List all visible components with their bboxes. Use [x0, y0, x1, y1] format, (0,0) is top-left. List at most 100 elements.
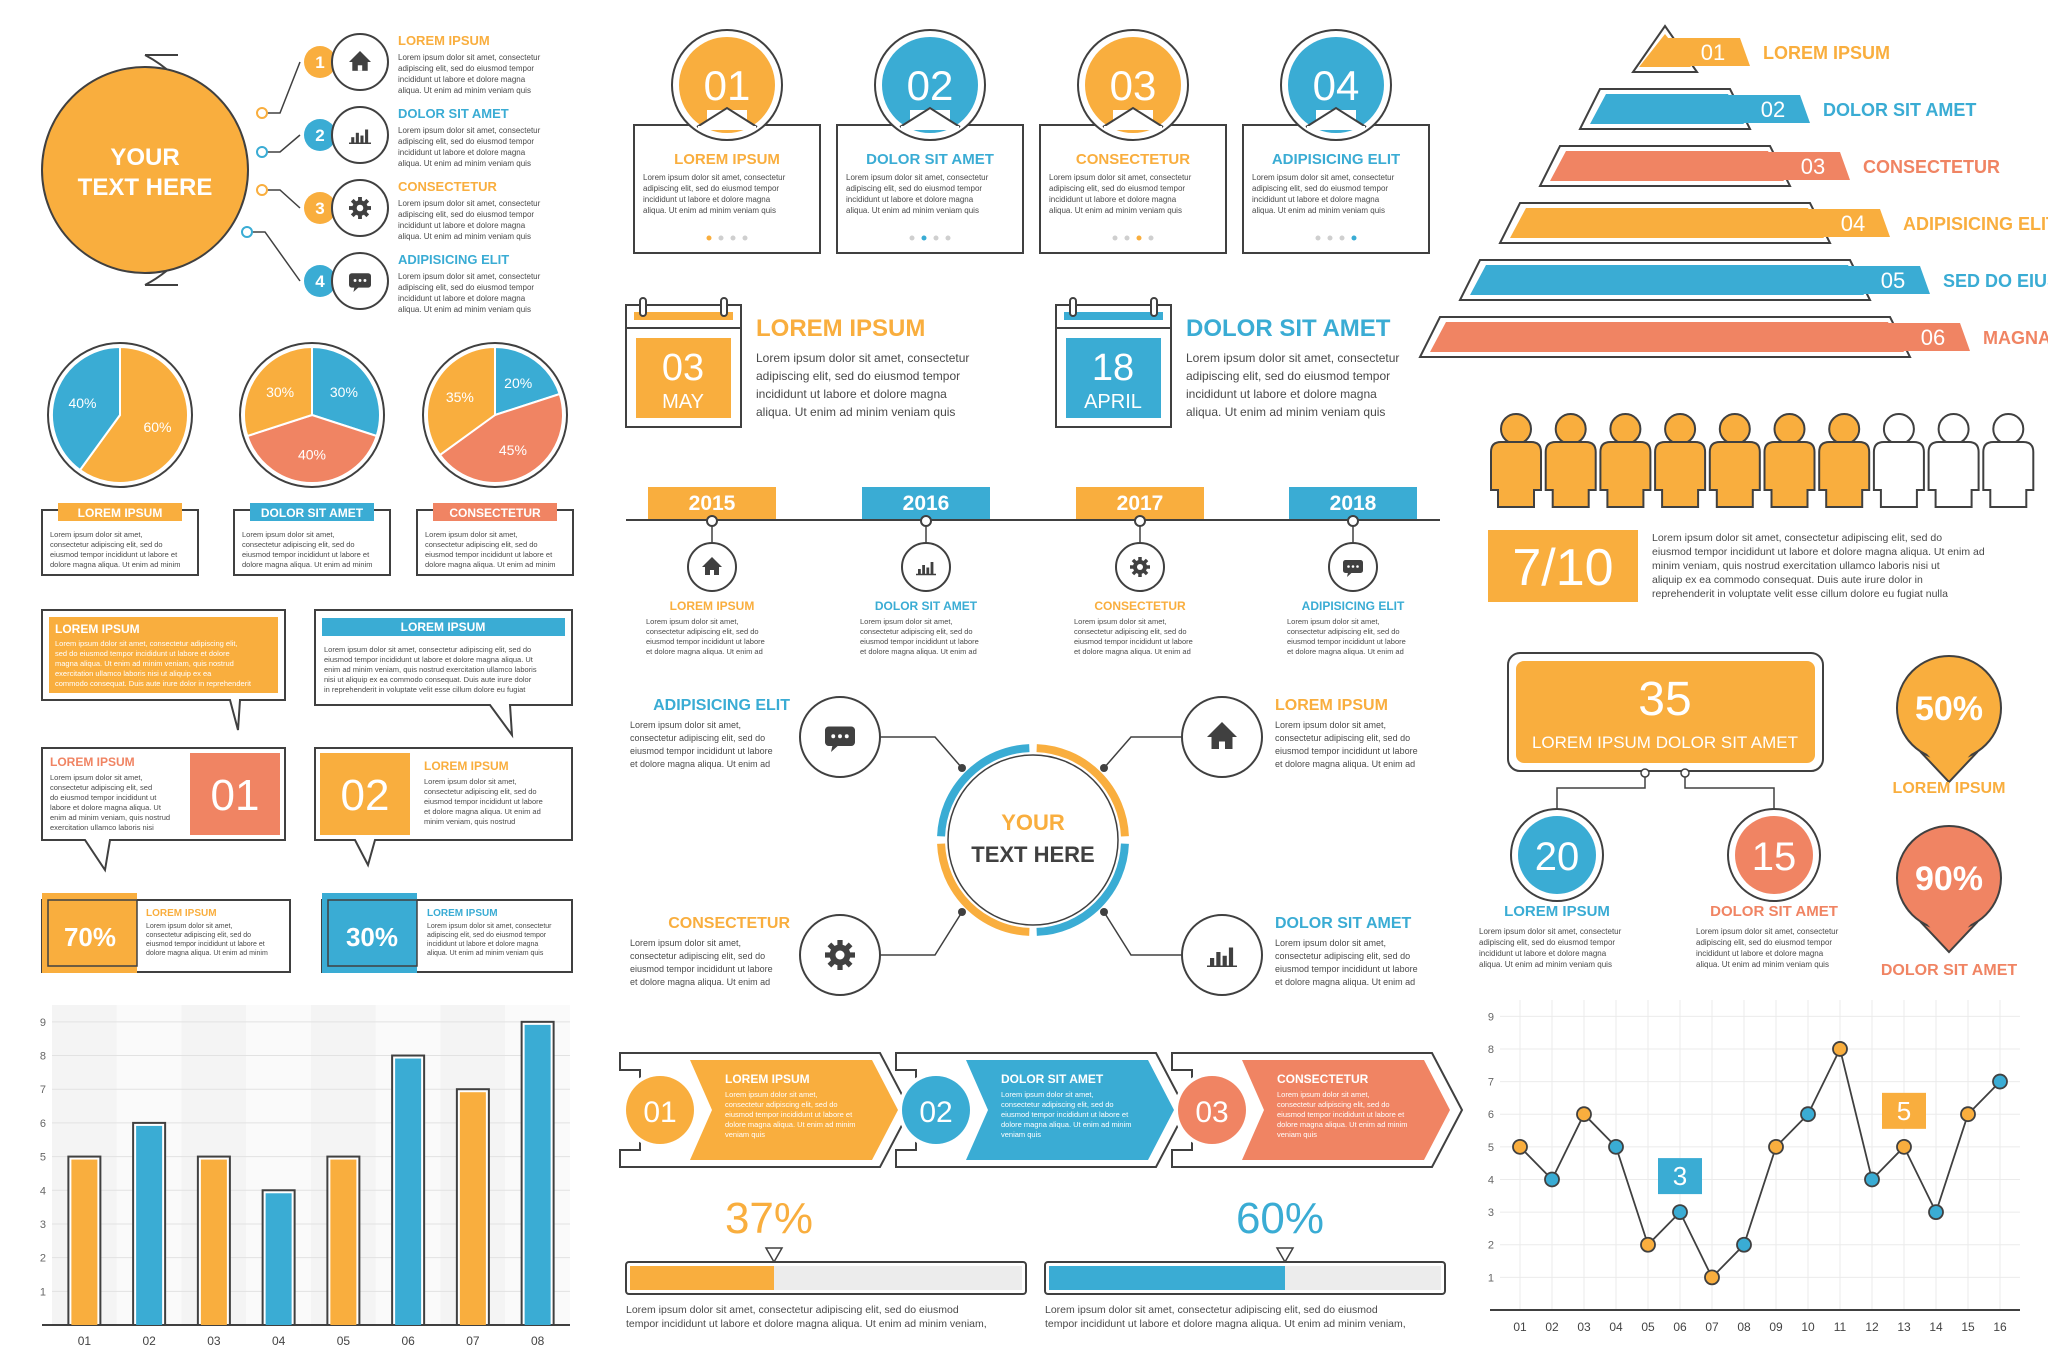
- chart-icon-bar: [918, 569, 921, 574]
- text-line: adipiscing elit, sed do eiusmod tempor: [846, 184, 982, 193]
- y-tick-label: 1: [40, 1286, 46, 1298]
- chart-icon-bar: [365, 129, 369, 143]
- item-title: LOREM IPSUM: [398, 33, 490, 48]
- x-tick-label: 13: [1897, 1320, 1911, 1334]
- line-chart: 01 02 03 04 05 06 07 08 09 10 11 12 13 14 15 1612345678…: [1488, 1000, 2020, 1334]
- card-box: [633, 124, 821, 254]
- pyramid-title: SED DO EIUSMOD: [1943, 271, 2048, 291]
- number-block-text: 01: [211, 771, 260, 820]
- center-circle: [41, 66, 249, 274]
- org-node-text: Lorem ipsum dolor sit amet, consectetur a…: [1479, 927, 1622, 969]
- text-line: consectetur adipiscing elit, sed do: [242, 540, 355, 549]
- person-head: [1992, 413, 2025, 445]
- chat-dot: [358, 279, 362, 282]
- text-line: dolore magna aliqua. Ut enim ad minim: [50, 560, 180, 569]
- number-card-1: 01 LOREM IPSUM Lorem ipsum dolor sit amet,…: [633, 29, 821, 254]
- card-title: DOLOR SIT AMET: [866, 151, 994, 168]
- y-tick-label: 4: [1488, 1174, 1494, 1186]
- person-body: [1763, 441, 1816, 508]
- text-line: et dolore magna aliqua. Ut enim ad: [424, 807, 541, 816]
- card-notch: [696, 106, 758, 128]
- text-line: et dolore magna aliqua. Ut enim ad: [860, 647, 977, 656]
- progress-bar-1: 37% Lorem ipsum dolor sit amet, consectet…: [625, 1194, 1027, 1330]
- home-door: [710, 570, 714, 575]
- icon-circle: [331, 106, 389, 164]
- card-box: [1242, 124, 1430, 254]
- text-line: Lorem ipsum dolor sit amet,: [1277, 1090, 1370, 1099]
- progress-fill: [1049, 1266, 1285, 1290]
- pyramid-tag: [1845, 266, 1930, 294]
- line-point: [1640, 1236, 1656, 1253]
- text-line: et dolore magna aliqua. Ut enim ad: [1287, 647, 1404, 656]
- line-callout-box: [1882, 1092, 1926, 1129]
- hub-text: Lorem ipsum dolor sit amet, consectetur a…: [630, 938, 773, 987]
- hub-connector-dot: [1100, 764, 1108, 772]
- gear-hole: [1137, 564, 1143, 570]
- percent-fill: [42, 893, 137, 973]
- org-connector-dot: [1640, 768, 1650, 778]
- line-point: [1896, 1138, 1912, 1155]
- pie-slice: [438, 392, 564, 484]
- pie-slice: [243, 345, 313, 438]
- pie-chart-1: 60% 40% LOREM IPSUM Lorem ipsum dolor sit a…: [41, 342, 199, 576]
- calendar-top-bar: [634, 312, 733, 320]
- pie-caption-text: Lorem ipsum dolor sit amet, consectetur a…: [50, 530, 180, 569]
- pyramid-title: ADIPISICING ELIT: [1903, 214, 2048, 234]
- number-badge: [304, 265, 336, 297]
- text-line: eiusmod tempor incididunt ut labore et d…: [1652, 546, 1985, 558]
- chat-dot: [844, 734, 849, 739]
- line-point: [1768, 1138, 1784, 1155]
- text-line: consectetur adipiscing elit, sed do: [1001, 1100, 1114, 1109]
- pie-slice: [78, 345, 189, 484]
- x-tick-label: 06: [1673, 1320, 1687, 1334]
- text-line: incididunt ut labore et dolore magna: [1252, 195, 1380, 204]
- card-text: Lorem ipsum dolor sit amet, consectetur a…: [846, 173, 989, 215]
- x-tick-label: 08: [1737, 1320, 1751, 1334]
- hub-center-line2: TEXT HERE: [971, 842, 1094, 867]
- pyramid-tier-fill: [1430, 322, 1904, 352]
- pyramid-tier-fill: [1470, 265, 1864, 295]
- y-tick-label: 2: [40, 1253, 46, 1265]
- text-line: nisi ut aliquip ex ea commodo consequat.…: [324, 675, 532, 684]
- pyramid-title: LOREM IPSUM: [1763, 43, 1890, 63]
- text-line: Lorem ipsum dolor sit amet,: [725, 1090, 818, 1099]
- gear-icon: [1130, 557, 1150, 577]
- pie-slice-label: 40%: [298, 446, 326, 462]
- text-line: Lorem ipsum dolor sit amet, consectetur: [398, 199, 541, 208]
- speech-title-bar: [322, 618, 565, 636]
- card-dot: [1124, 235, 1130, 241]
- timeline-node: [1134, 515, 1146, 527]
- arrow-number: 03: [1195, 1096, 1228, 1129]
- y-tick-label: 5: [1488, 1142, 1494, 1154]
- text-line: Lorem ipsum dolor sit amet, consectetur: [1186, 351, 1399, 365]
- pie-slice-label: 30%: [330, 384, 358, 400]
- chat-dot: [831, 734, 836, 739]
- progress-label: 37%: [725, 1194, 813, 1243]
- arrow-title: CONSECTETUR: [1277, 1072, 1369, 1086]
- person-body: [1599, 441, 1652, 508]
- line-point: [1608, 1138, 1624, 1155]
- x-tick-label: 12: [1865, 1320, 1879, 1334]
- y-tick-label: 6: [40, 1118, 46, 1130]
- text-line: enim ad minim veniam, quis nostrud: [50, 813, 170, 822]
- bar: [265, 1193, 292, 1325]
- speech-text: Lorem ipsum dolor sit amet, consectetur …: [55, 639, 252, 688]
- progress-remaining: [1285, 1266, 1441, 1290]
- x-tick-label: 08: [531, 1334, 545, 1348]
- x-tick-label: 05: [1641, 1320, 1655, 1334]
- bar: [524, 1024, 551, 1325]
- chart-icon-bar: [1228, 947, 1234, 966]
- person-body: [1654, 441, 1707, 508]
- arrow-title: DOLOR SIT AMET: [1001, 1072, 1104, 1086]
- text-line: dolore magna aliqua. Ut enim ad minim: [242, 560, 372, 569]
- timeline-title: DOLOR SIT AMET: [875, 599, 978, 613]
- x-tick-label: 04: [1609, 1320, 1623, 1334]
- chart-icon: [916, 562, 936, 576]
- x-tick-label: 03: [207, 1334, 221, 1348]
- line-point: [1864, 1171, 1880, 1188]
- timeline-node: [920, 515, 932, 527]
- text-line: adipiscing elit, sed do eiusmod tempor: [1479, 938, 1615, 947]
- text-line: eiusmod tempor incididunt ut labore et: [725, 1110, 853, 1119]
- org-node-circle: [1518, 816, 1596, 894]
- pyramid-tag: [1885, 323, 1970, 351]
